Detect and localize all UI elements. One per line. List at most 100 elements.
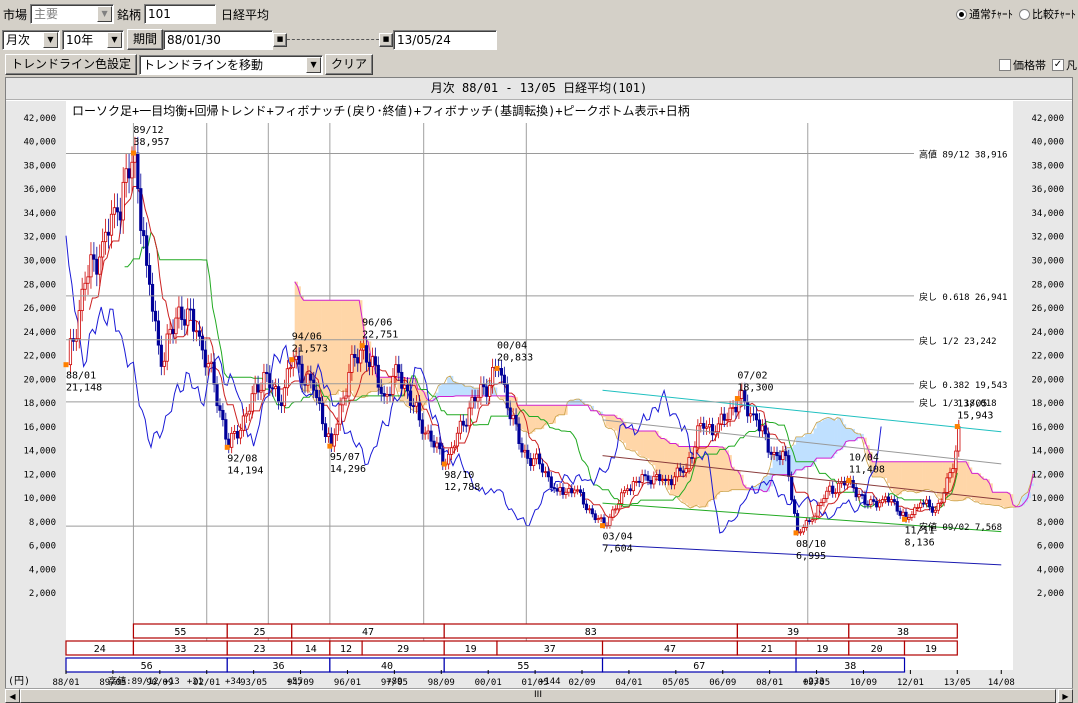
candle-body [593,513,597,521]
candle-body [787,455,791,477]
x-tick-label: 09/05 [803,678,830,688]
candle-body [470,396,474,409]
candle-body [391,376,395,395]
peak-value-label: 38,957 [133,137,169,148]
period-button[interactable]: 期間 [127,29,164,50]
y-tick-label-right: 8,000 [1037,518,1064,528]
candle-body [505,384,509,409]
ichimoku-cloud-segment [611,415,615,429]
candle-body [479,384,483,398]
candle-body [649,479,653,485]
ichimoku-cloud-segment [834,420,838,454]
ichimoku-cloud-segment [312,300,316,397]
ichimoku-cloud-segment [628,427,633,450]
candle-body [628,488,633,492]
peak-marker [327,443,333,449]
candle-body [675,467,679,478]
ichimoku-cloud-segment [963,461,967,501]
candle-body [435,442,439,448]
candle-body [930,506,935,513]
end-date-input[interactable]: 13/05/24 [393,29,498,50]
candle-body [461,420,465,426]
candle-body [124,168,128,183]
scroll-left-icon[interactable]: ◀ [5,689,20,703]
ichimoku-cloud-segment [1018,504,1023,507]
candle-body [200,335,204,351]
candle-body [271,387,275,390]
slider-start-handle[interactable]: ■ [273,32,288,47]
slider-end-handle[interactable]: ■ [379,32,394,47]
clear-button[interactable]: クリア [325,54,374,75]
normal-chart-radio[interactable]: 通常ﾁｬｰﾄ [956,6,1013,22]
ichimoku-cloud-segment [702,446,706,507]
chevron-down-icon[interactable]: ▼ [43,31,58,48]
period-type-value: 月次 [6,32,31,47]
candle-body [828,485,832,492]
y-tick-label-left: 24,000 [23,328,56,338]
peak-value-label: 21,573 [292,344,328,355]
trendline-color-button[interactable]: トレンドライン色設定 [5,54,138,75]
ichimoku-cloud-segment [881,461,885,478]
hiyori-count: 21 [761,644,773,655]
candle-body [895,501,899,512]
candle-body [230,432,234,448]
period-range-slider[interactable]: ■ ■ [273,30,394,50]
scroll-thumb[interactable]: III [20,689,1056,703]
chevron-down-icon[interactable]: ▼ [306,56,322,73]
candle-body [89,254,93,278]
ichimoku-cloud-segment [828,417,832,459]
symbol-code-input[interactable]: 101 [144,4,217,24]
x-tick-label: 04/01 [615,678,642,688]
candle-body [203,349,207,368]
peak-date-label: 94/06 [292,332,322,343]
candle-body [690,457,694,459]
candle-body [142,230,146,237]
bottom-axis-area [6,670,1072,689]
candle-body [754,413,759,421]
chevron-down-icon[interactable]: ▼ [107,31,122,48]
candle-body [819,502,823,507]
candle-body [716,423,720,433]
peak-value-label: 6,995 [796,551,826,562]
start-date-input[interactable]: 88/01/30 [163,29,274,50]
candle-body [482,384,486,388]
candle-body [209,361,213,365]
ichimoku-cloud-segment [1033,470,1037,474]
legend-checkbox[interactable]: ✓ 凡 [1052,57,1077,73]
ichimoku-cloud-segment [898,461,902,495]
ichimoku-cloud-segment [810,433,814,467]
ichimoku-cloud-segment [954,461,958,501]
candle-body [567,488,571,493]
peak-value-label: 15,943 [957,411,993,422]
ichimoku-cloud-segment [842,424,847,448]
candle-body [620,492,624,504]
candle-body [696,425,700,448]
candlestick-chart[interactable]: 高値 89/12 38,916 戻し 0.618 26,941 戻し 1/2 23,… [6,101,1072,689]
compare-chart-radio[interactable]: 比較ﾁｬｰﾄ [1019,6,1076,22]
horizontal-scrollbar[interactable]: ◀ III ▶ [5,688,1073,703]
market-select[interactable]: 主要 ▼ [30,4,115,24]
regression-bottom-line [602,544,1002,566]
price-band-checkbox[interactable]: 価格帯 [999,57,1046,73]
candle-body [573,489,577,494]
ichimoku-cloud-segment [461,383,466,396]
ichimoku-cloud-segment [711,446,715,500]
chart-panel[interactable]: 月次 88/01 - 13/05 日経平均(101) 高値 89/12 38,9… [5,77,1073,689]
candle-body [306,373,310,386]
ichimoku-cloud-segment [725,450,729,492]
fibonacci-label: 戻し 0.618 26,941 [919,291,1007,303]
ichimoku-cloud-segment [746,487,750,490]
y-tick-label-left: 22,000 [23,352,56,362]
candle-body [206,363,210,368]
ichimoku-cloud-segment [796,436,800,470]
y-tick-label-right: 10,000 [1031,494,1064,504]
candle-body [719,413,723,425]
x-tick-label: 89/05 [99,678,126,688]
period-type-select[interactable]: 月次 ▼ [2,29,60,50]
chevron-down-icon[interactable]: ▼ [97,6,113,22]
span-select[interactable]: 10年 ▼ [62,29,124,50]
scroll-right-icon[interactable]: ▶ [1058,689,1073,703]
trendline-mode-select[interactable]: トレンドラインを移動 ▼ [139,54,324,75]
ichimoku-cloud-segment [977,473,982,503]
ichimoku-cloud-segment [315,300,319,402]
